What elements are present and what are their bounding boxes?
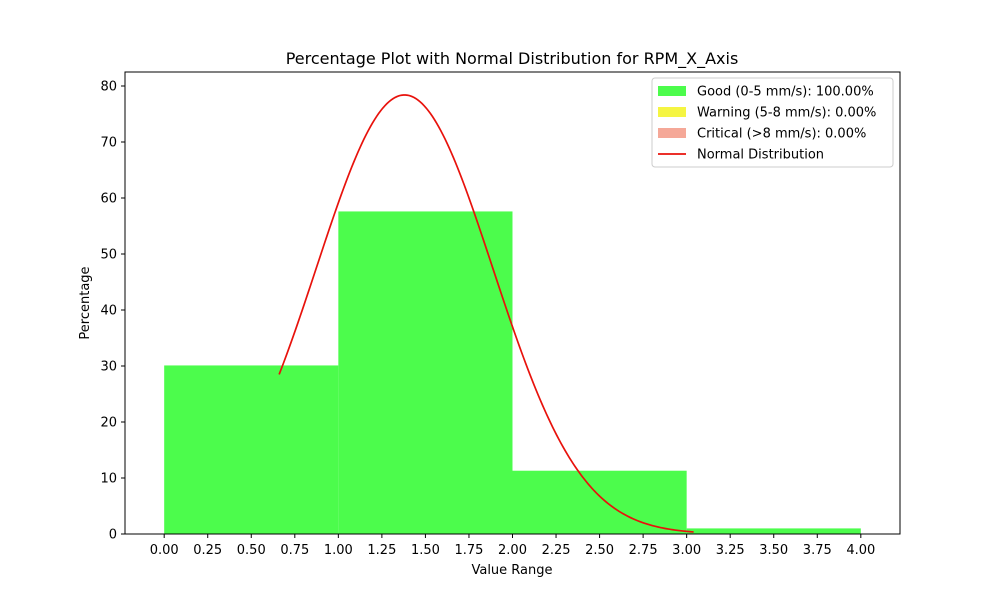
x-tick-label: 1.25 (367, 543, 396, 558)
y-tick-label: 40 (100, 304, 117, 319)
x-tick-label: 3.50 (759, 543, 788, 558)
y-tick-label: 0 (109, 528, 117, 543)
normal-curve-group (278, 94, 694, 533)
y-tick-label: 20 (100, 416, 117, 431)
y-tick-label: 10 (100, 472, 117, 487)
legend-entry-label: Good (0-5 mm/s): 100.00% (697, 85, 874, 100)
histogram-bars (164, 211, 861, 534)
x-tick-label: 0.50 (237, 543, 266, 558)
x-tick-label: 2.75 (629, 543, 658, 558)
y-tick-label: 30 (100, 360, 117, 375)
legend-color-swatch (658, 128, 686, 138)
x-tick-label: 1.50 (411, 543, 440, 558)
legend-color-swatch (658, 107, 686, 117)
x-tick-label: 3.25 (716, 543, 745, 558)
y-tick-label: 70 (100, 136, 117, 151)
x-tick-label: 0.25 (193, 543, 222, 558)
x-axis-ticks: 0.00 0.25 0.50 0.75 1.00 1.25 1.50 1.75 2.00 2.25… (150, 534, 875, 558)
x-tick-label: 4.00 (846, 543, 875, 558)
histogram-bar (686, 528, 861, 534)
histogram-bar (164, 365, 339, 534)
x-tick-label: 2.00 (498, 543, 527, 558)
legend-entries: Good (0-5 mm/s): 100.00% Warning (5-8 mm/… (658, 85, 876, 163)
y-tick-label: 50 (100, 248, 117, 263)
legend: Good (0-5 mm/s): 100.00% Warning (5-8 mm/… (651, 77, 894, 168)
legend-entry-label: Critical (>8 mm/s): 0.00% (697, 127, 866, 142)
histogram-bar (338, 211, 513, 534)
x-tick-label: 3.75 (803, 543, 832, 558)
chart-title: Percentage Plot with Normal Distribution… (286, 49, 739, 69)
legend-color-swatch (658, 86, 686, 96)
x-tick-label: 1.00 (324, 543, 353, 558)
x-tick-label: 0.00 (150, 543, 179, 558)
x-tick-label: 3.00 (672, 543, 701, 558)
x-tick-label: 2.50 (585, 543, 614, 558)
x-tick-label: 2.25 (542, 543, 571, 558)
x-tick-label: 0.75 (280, 543, 309, 558)
normal-distribution-curve (278, 94, 694, 533)
y-tick-label: 60 (100, 192, 117, 207)
y-axis-ticks: 0 10 20 30 40 50 60 70 80 (100, 80, 125, 543)
x-tick-label: 1.75 (454, 543, 483, 558)
y-tick-label: 80 (100, 80, 117, 95)
y-axis-label: Percentage (78, 266, 93, 339)
legend-entry-label: Warning (5-8 mm/s): 0.00% (697, 106, 876, 121)
legend-entry-label: Normal Distribution (697, 148, 824, 163)
histogram-bar (512, 470, 687, 534)
legend-box (651, 77, 894, 168)
x-axis-label: Value Range (471, 563, 552, 578)
